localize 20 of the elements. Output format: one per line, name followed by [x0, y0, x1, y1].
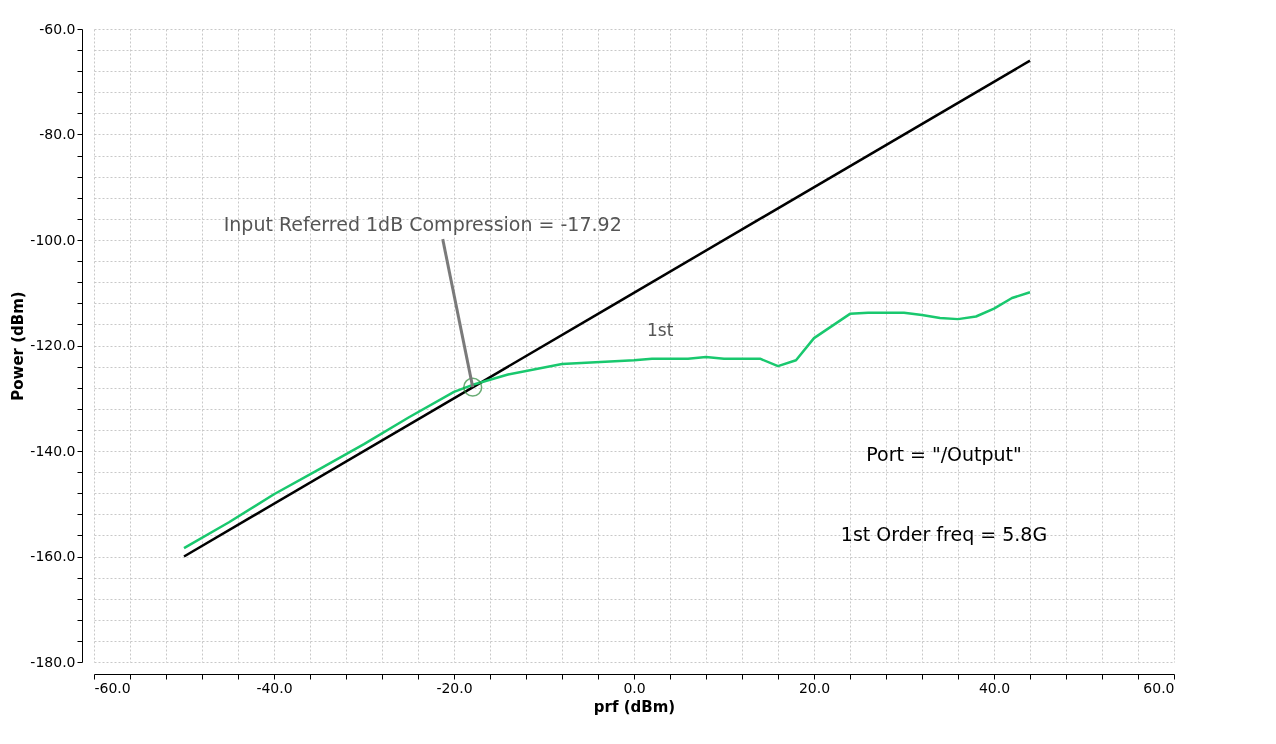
y-tick-label: -60.0: [39, 20, 76, 37]
y-tick-label: -80.0: [39, 126, 76, 142]
x-tick-label: -60.0: [94, 679, 131, 696]
x-tick-label: -20.0: [436, 679, 473, 696]
y-axis-title: Power (dBm): [9, 291, 28, 401]
x-tick-label: 40.0: [978, 679, 1011, 696]
x-tick-label: 60.0: [1143, 679, 1175, 696]
x-tick-label: 0.0: [623, 679, 646, 696]
y-tick-label: -160.0: [30, 548, 76, 564]
y-tick-label: -180.0: [30, 653, 76, 670]
y-tick-label: -140.0: [30, 442, 76, 459]
annotation: Input Referred 1dB Compression = -17.92: [223, 213, 622, 236]
x-tick-label: 20.0: [798, 679, 831, 696]
annotation: Port = "/Output": [866, 443, 1022, 465]
y-tick-label: -100.0: [30, 231, 76, 248]
x-tick-label: -40.0: [256, 679, 293, 696]
y-tick-label: -120.0: [30, 337, 76, 353]
annotation: 1st Order freq = 5.8G: [840, 523, 1048, 545]
series-label: 1st: [647, 319, 674, 340]
x-axis-title: prf (dBm): [593, 697, 676, 716]
